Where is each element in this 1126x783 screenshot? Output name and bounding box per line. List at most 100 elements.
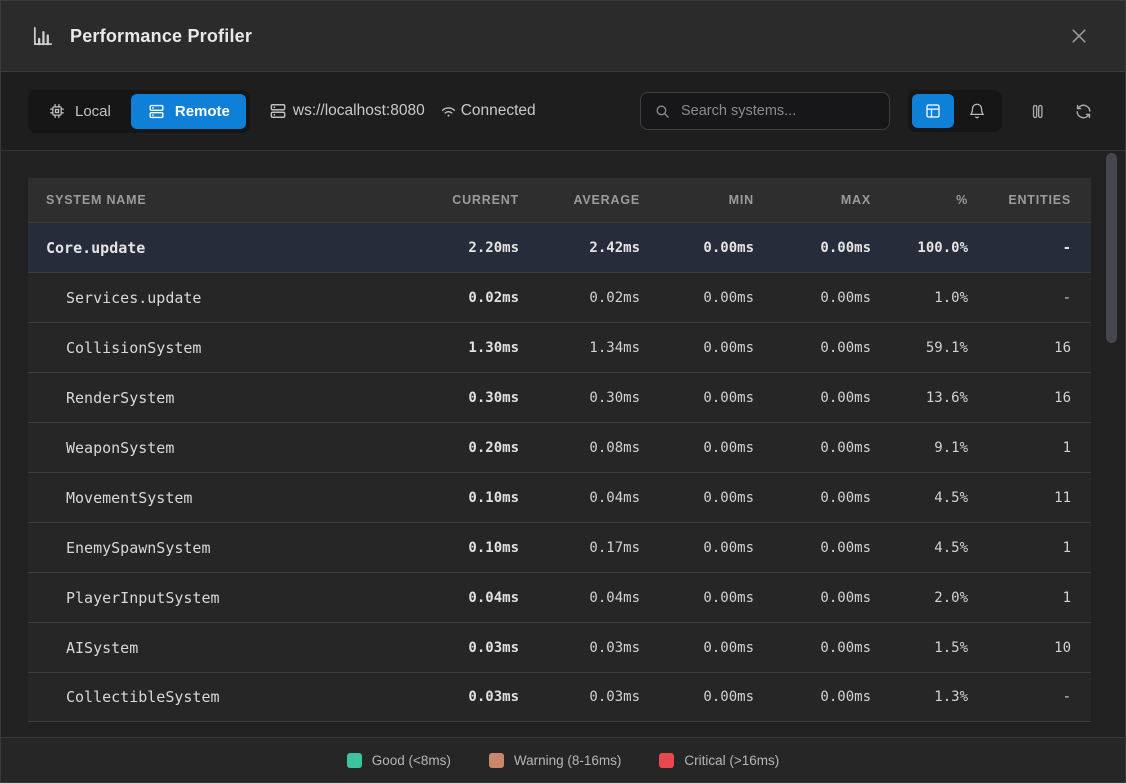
server-icon <box>268 101 288 121</box>
table-view-button[interactable] <box>912 94 954 128</box>
average-cell: 2.42ms <box>589 239 640 256</box>
legend-item: Warning (8-16ms) <box>488 752 622 768</box>
remote-mode-label: Remote <box>174 102 230 120</box>
average-cell: 0.30ms <box>589 389 640 406</box>
legend-label: Good (<8ms) <box>371 752 451 768</box>
local-mode-label: Local <box>75 102 111 120</box>
system-name-cell: Services.update <box>66 288 202 307</box>
column-header-system-name[interactable]: SYSTEM NAME <box>46 193 147 207</box>
percent-cell: 59.1% <box>925 339 968 356</box>
systems-table: SYSTEM NAME CURRENT AVERAGE MIN MAX % EN… <box>28 178 1091 722</box>
entities-cell: 16 <box>1054 389 1071 406</box>
max-cell: 0.00ms <box>820 239 871 256</box>
pause-icon <box>1028 102 1047 121</box>
alerts-button[interactable] <box>956 94 998 128</box>
legend-swatch <box>346 752 362 768</box>
max-cell: 0.00ms <box>820 289 871 306</box>
percent-cell: 4.5% <box>934 539 968 556</box>
percent-cell: 1.3% <box>934 689 968 705</box>
column-header-entities[interactable]: ENTITIES <box>1008 193 1071 207</box>
min-cell: 0.00ms <box>703 339 754 356</box>
search-box <box>640 92 890 130</box>
average-cell: 0.04ms <box>589 489 640 506</box>
max-cell: 0.00ms <box>820 639 871 656</box>
average-cell: 0.08ms <box>589 439 640 456</box>
column-header-max[interactable]: MAX <box>840 193 871 207</box>
percent-cell: 1.5% <box>934 639 968 656</box>
close-button[interactable] <box>1063 20 1095 52</box>
column-header-current[interactable]: CURRENT <box>452 193 519 207</box>
max-cell: 0.00ms <box>820 489 871 506</box>
current-cell: 2.20ms <box>468 239 519 256</box>
current-cell: 0.30ms <box>468 389 519 406</box>
average-cell: 0.03ms <box>589 639 640 656</box>
chip-icon <box>48 102 66 120</box>
average-cell: 0.17ms <box>589 539 640 556</box>
current-cell: 0.03ms <box>468 689 519 705</box>
average-cell: 0.04ms <box>589 589 640 606</box>
system-name-cell: RenderSystem <box>66 388 175 407</box>
current-cell: 0.04ms <box>468 589 519 606</box>
table-row[interactable]: Core.update 2.20ms 2.42ms 0.00ms 0.00ms … <box>28 222 1091 272</box>
legend-item: Good (<8ms) <box>346 752 451 768</box>
endpoint: ws://localhost:8080 <box>268 101 425 121</box>
table-row[interactable]: RenderSystem 0.30ms 0.30ms 0.00ms 0.00ms… <box>28 372 1091 422</box>
mode-toggle-group: Local Remote <box>28 89 250 133</box>
table-row[interactable]: Services.update 0.02ms 0.02ms 0.00ms 0.0… <box>28 272 1091 322</box>
entities-cell: 10 <box>1054 639 1071 656</box>
column-header-percent[interactable]: % <box>956 193 968 207</box>
max-cell: 0.00ms <box>820 339 871 356</box>
table-row[interactable]: EnemySpawnSystem 0.10ms 0.17ms 0.00ms 0.… <box>28 522 1091 572</box>
min-cell: 0.00ms <box>703 689 754 705</box>
refresh-button[interactable] <box>1068 94 1098 128</box>
table-row[interactable]: MovementSystem 0.10ms 0.04ms 0.00ms 0.00… <box>28 472 1091 522</box>
vertical-scrollbar-thumb[interactable] <box>1106 153 1117 343</box>
max-cell: 0.00ms <box>820 389 871 406</box>
system-name-cell: AISystem <box>66 638 139 657</box>
toolbar: Local Remote <box>1 72 1125 151</box>
search-icon <box>654 103 671 120</box>
system-name-cell: Core.update <box>46 238 146 257</box>
column-header-average[interactable]: AVERAGE <box>573 193 640 207</box>
table-header-row: SYSTEM NAME CURRENT AVERAGE MIN MAX % EN… <box>28 178 1091 222</box>
percent-cell: 9.1% <box>934 439 968 456</box>
entities-cell: 1 <box>1062 539 1071 556</box>
legend-swatch <box>659 752 675 768</box>
table-layout-icon <box>924 102 942 120</box>
table-row[interactable]: CollectibleSystem 0.03ms 0.03ms 0.00ms 0… <box>28 672 1091 722</box>
max-cell: 0.00ms <box>820 589 871 606</box>
close-icon <box>1069 26 1089 46</box>
percent-cell: 4.5% <box>934 489 968 506</box>
entities-cell: 1 <box>1062 589 1071 606</box>
local-mode-button[interactable]: Local <box>32 94 127 128</box>
table-row[interactable]: AISystem 0.03ms 0.03ms 0.00ms 0.00ms 1.5… <box>28 622 1091 672</box>
titlebar: Performance Profiler <box>1 1 1125 72</box>
page-title: Performance Profiler <box>70 25 253 46</box>
system-name-cell: EnemySpawnSystem <box>66 538 211 557</box>
percent-cell: 2.0% <box>934 589 968 606</box>
main-content: SYSTEM NAME CURRENT AVERAGE MIN MAX % EN… <box>1 151 1125 737</box>
entities-cell: 1 <box>1062 439 1071 456</box>
legend-bar: Good (<8ms) Warning (8-16ms) Critical (>… <box>1 737 1125 782</box>
max-cell: 0.00ms <box>820 689 871 705</box>
legend-swatch <box>488 752 504 768</box>
table-row[interactable]: CollisionSystem 1.30ms 1.34ms 0.00ms 0.0… <box>28 322 1091 372</box>
legend-item: Critical (>16ms) <box>659 752 780 768</box>
pause-button[interactable] <box>1022 94 1052 128</box>
server-icon <box>147 102 166 121</box>
legend-label: Warning (8-16ms) <box>513 752 622 768</box>
entities-cell: 16 <box>1054 339 1071 356</box>
min-cell: 0.00ms <box>703 589 754 606</box>
table-row[interactable]: PlayerInputSystem 0.04ms 0.04ms 0.00ms 0… <box>28 572 1091 622</box>
column-header-min[interactable]: MIN <box>728 193 754 207</box>
system-name-cell: PlayerInputSystem <box>66 588 220 607</box>
remote-mode-button[interactable]: Remote <box>130 93 246 129</box>
max-cell: 0.00ms <box>820 439 871 456</box>
table-row[interactable]: WeaponSystem 0.20ms 0.08ms 0.00ms 0.00ms… <box>28 422 1091 472</box>
legend-label: Critical (>16ms) <box>684 752 780 768</box>
search-input[interactable] <box>681 103 876 119</box>
wifi-icon <box>439 102 458 121</box>
average-cell: 0.02ms <box>589 289 640 306</box>
average-cell: 1.34ms <box>589 339 640 356</box>
